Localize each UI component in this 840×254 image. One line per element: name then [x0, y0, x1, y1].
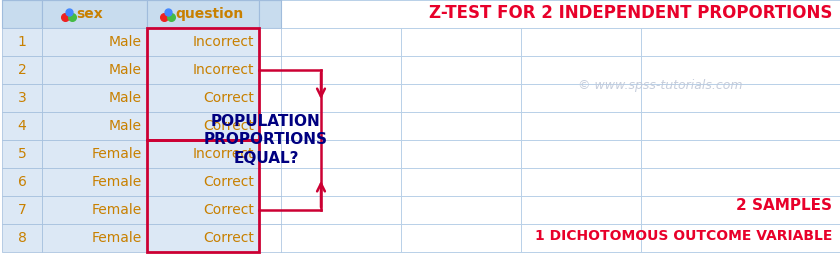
Bar — [2, 224, 42, 252]
Text: 5: 5 — [18, 147, 26, 161]
Bar — [42, 196, 147, 224]
Bar — [259, 84, 281, 112]
Bar — [259, 28, 281, 56]
Text: POPULATION
PROPORTIONS
EQUAL?: POPULATION PROPORTIONS EQUAL? — [204, 114, 328, 166]
Bar — [259, 196, 281, 224]
Bar — [42, 168, 147, 196]
Bar — [259, 168, 281, 196]
Text: 7: 7 — [18, 203, 26, 217]
Text: Z-TEST FOR 2 INDEPENDENT PROPORTIONS: Z-TEST FOR 2 INDEPENDENT PROPORTIONS — [428, 4, 832, 22]
Text: Correct: Correct — [203, 91, 254, 105]
Bar — [42, 56, 147, 84]
Text: 8: 8 — [18, 231, 26, 245]
Bar — [2, 28, 42, 56]
Bar — [2, 56, 42, 84]
Text: Female: Female — [92, 231, 142, 245]
Text: Female: Female — [92, 203, 142, 217]
Bar — [42, 0, 147, 28]
Text: Incorrect: Incorrect — [192, 35, 254, 49]
Bar — [2, 140, 42, 168]
Bar — [147, 28, 259, 140]
Text: question: question — [175, 7, 244, 21]
Text: Incorrect: Incorrect — [192, 147, 254, 161]
Text: 1 DICHOTOMOUS OUTCOME VARIABLE: 1 DICHOTOMOUS OUTCOME VARIABLE — [534, 229, 832, 243]
Bar — [259, 224, 281, 252]
Bar — [42, 84, 147, 112]
Bar — [259, 112, 281, 140]
Text: 2: 2 — [18, 63, 26, 77]
Text: Correct: Correct — [203, 203, 254, 217]
Text: Female: Female — [92, 175, 142, 189]
Bar — [147, 140, 259, 168]
Bar — [147, 0, 259, 28]
Text: Female: Female — [92, 147, 142, 161]
Bar — [2, 0, 42, 28]
Text: Male: Male — [109, 91, 142, 105]
Text: 1: 1 — [18, 35, 26, 49]
Bar — [259, 56, 281, 84]
Bar — [42, 112, 147, 140]
Bar — [259, 0, 281, 28]
Text: Male: Male — [109, 63, 142, 77]
Bar — [147, 84, 259, 112]
Text: Correct: Correct — [203, 119, 254, 133]
Text: 2 SAMPLES: 2 SAMPLES — [736, 198, 832, 214]
Text: Incorrect: Incorrect — [192, 63, 254, 77]
Bar — [147, 196, 259, 224]
Text: Correct: Correct — [203, 175, 254, 189]
Bar — [2, 112, 42, 140]
Bar — [42, 140, 147, 168]
Text: 6: 6 — [18, 175, 26, 189]
Bar — [147, 168, 259, 196]
Text: sex: sex — [76, 7, 102, 21]
Text: Correct: Correct — [203, 231, 254, 245]
Text: Male: Male — [109, 119, 142, 133]
Bar — [147, 224, 259, 252]
Bar — [147, 56, 259, 84]
Text: © www.spss-tutorials.com: © www.spss-tutorials.com — [578, 80, 743, 92]
Bar — [42, 28, 147, 56]
Bar — [2, 84, 42, 112]
Bar — [259, 140, 281, 168]
Bar — [147, 112, 259, 140]
Text: Male: Male — [109, 35, 142, 49]
Text: 4: 4 — [18, 119, 26, 133]
Bar — [2, 168, 42, 196]
Bar — [147, 28, 259, 56]
Text: 3: 3 — [18, 91, 26, 105]
Bar — [147, 140, 259, 252]
Bar — [2, 196, 42, 224]
Bar — [42, 224, 147, 252]
